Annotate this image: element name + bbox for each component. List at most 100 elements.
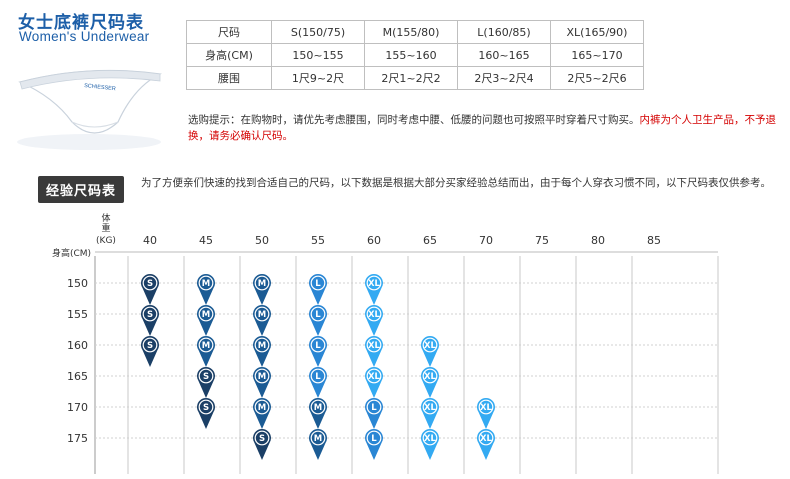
x-tick-label: 40 xyxy=(143,234,157,247)
pin-ring xyxy=(198,399,214,415)
pin-ring xyxy=(254,275,270,291)
size-pin: S xyxy=(197,398,215,429)
size-pin: L xyxy=(365,398,383,429)
pin-label: XL xyxy=(368,279,381,289)
x-tick-label: 80 xyxy=(591,234,605,247)
size-pin: M xyxy=(253,336,271,367)
y-tick-label: 160 xyxy=(67,339,88,352)
pin-ring xyxy=(198,368,214,384)
size-pin: M xyxy=(197,274,216,305)
x-tick-label: 55 xyxy=(311,234,325,247)
pin-ring xyxy=(366,399,382,415)
pin-label: S xyxy=(203,403,209,413)
size-pin: XL xyxy=(365,336,383,367)
size-pin: L xyxy=(309,336,327,367)
x-tick-label: 50 xyxy=(255,234,269,247)
chart-axis-labels: 40 45 50 55 60 65 70 75 80 85 150 155 160 165 170 175 体重… xyxy=(52,212,661,445)
pin-label: XL xyxy=(424,403,437,413)
y-axis-label: 身高(CM) xyxy=(52,247,91,259)
size-pin: S xyxy=(141,336,159,367)
pin-label: M xyxy=(258,310,266,320)
pin-ring xyxy=(366,337,382,353)
table-row: 腰围 1尺9~2尺 2尺1~2尺2 2尺3~2尺4 2尺5~2尺6 xyxy=(186,66,644,90)
pin-ring xyxy=(254,368,270,384)
pin-ring xyxy=(142,306,158,322)
x-tick-label: 60 xyxy=(367,234,381,247)
pin-ring xyxy=(422,430,438,446)
pin-ring xyxy=(422,337,438,353)
size-pin: M xyxy=(253,305,271,336)
pin-label: L xyxy=(371,434,377,444)
table-cell: 2尺5~2尺6 xyxy=(550,66,644,90)
pin-label: XL xyxy=(480,434,493,444)
pin-ring xyxy=(310,430,326,446)
size-pin: M xyxy=(197,336,215,367)
pin-ring xyxy=(366,368,382,384)
pin-label: M xyxy=(258,372,266,382)
pin-label: XL xyxy=(368,372,381,382)
size-table: 尺码 S(150/75) M(155/80) L(160/85) XL(165/90) 身… xyxy=(186,20,644,90)
x-tick-label: 85 xyxy=(647,234,661,247)
pin-ring xyxy=(310,399,326,415)
size-pin: XL xyxy=(476,429,495,460)
size-pin: L xyxy=(309,367,327,398)
section-badge: 经验尺码表 xyxy=(38,176,125,203)
chart-pins: S S S M M M S S M M M M M S L L L L M M XL XL XL XL L L XL XL XL XL XL… xyxy=(140,274,495,460)
pin-label: XL xyxy=(368,310,381,320)
pin-ring xyxy=(198,306,214,322)
size-pin: L xyxy=(365,429,383,460)
pin-ring xyxy=(198,337,214,353)
size-pin: M xyxy=(253,367,271,398)
x-tick-label: 65 xyxy=(423,234,437,247)
pin-label: L xyxy=(371,403,377,413)
size-pin: M xyxy=(309,398,327,429)
size-pin: M xyxy=(253,398,271,429)
y-tick-label: 175 xyxy=(67,432,88,445)
x-tick-label: 75 xyxy=(535,234,549,247)
table-cell: S(150/75) xyxy=(271,20,365,44)
pin-label: M xyxy=(202,279,210,289)
page-title: 女士底裤尺码表 xyxy=(18,13,144,33)
table-cell: 155~160 xyxy=(364,43,458,67)
brand-logo: SCHIESSER xyxy=(84,83,116,92)
pin-ring xyxy=(142,337,158,353)
pin-label: XL xyxy=(368,341,381,351)
size-pin: S xyxy=(141,305,159,336)
x-axis-label: 重 xyxy=(101,222,110,234)
section-description: 为了方便亲们快速的找到合适自己的尺码，以下数据是根据大部分买家经验总结而出，由于… xyxy=(141,177,771,189)
purchase-note-text: 选购提示：在购物时，请优先考虑腰围，同时考虑中腰、低腰的问题也可按照平时穿着尺寸… xyxy=(188,114,640,126)
pin-ring xyxy=(310,337,326,353)
pin-ring xyxy=(478,399,494,415)
purchase-note: 选购提示：在购物时，请优先考虑腰围，同时考虑中腰、低腰的问题也可按照平时穿着尺寸… xyxy=(188,112,788,144)
pin-label: XL xyxy=(424,372,437,382)
pin-ring xyxy=(366,306,382,322)
size-pin: L xyxy=(309,274,328,305)
size-pin: XL xyxy=(420,398,439,429)
size-pin: L xyxy=(309,305,327,336)
pin-label: M xyxy=(258,279,266,289)
size-pin: M xyxy=(252,274,271,305)
y-tick-label: 150 xyxy=(67,277,88,290)
pin-label: M xyxy=(314,403,322,413)
pin-label: XL xyxy=(424,341,437,351)
y-tick-label: 165 xyxy=(67,370,88,383)
pin-label: XL xyxy=(424,434,437,444)
table-cell: 2尺1~2尺2 xyxy=(364,66,458,90)
pin-label: XL xyxy=(480,403,493,413)
table-cell: 1尺9~2尺 xyxy=(271,66,365,90)
pin-label: L xyxy=(315,372,321,382)
x-tick-label: 70 xyxy=(479,234,493,247)
pin-label: M xyxy=(202,341,210,351)
pin-label: S xyxy=(147,341,153,351)
y-tick-label: 155 xyxy=(67,308,88,321)
size-pin: XL xyxy=(420,336,439,367)
table-cell: XL(165/90) xyxy=(550,20,644,44)
x-axis-unit: (KG) xyxy=(96,236,116,246)
y-tick-label: 170 xyxy=(67,401,88,414)
size-pin: M xyxy=(197,305,215,336)
pin-label: M xyxy=(258,403,266,413)
size-pin: XL xyxy=(365,367,383,398)
pin-ring xyxy=(366,275,382,291)
pin-label: L xyxy=(315,310,321,320)
